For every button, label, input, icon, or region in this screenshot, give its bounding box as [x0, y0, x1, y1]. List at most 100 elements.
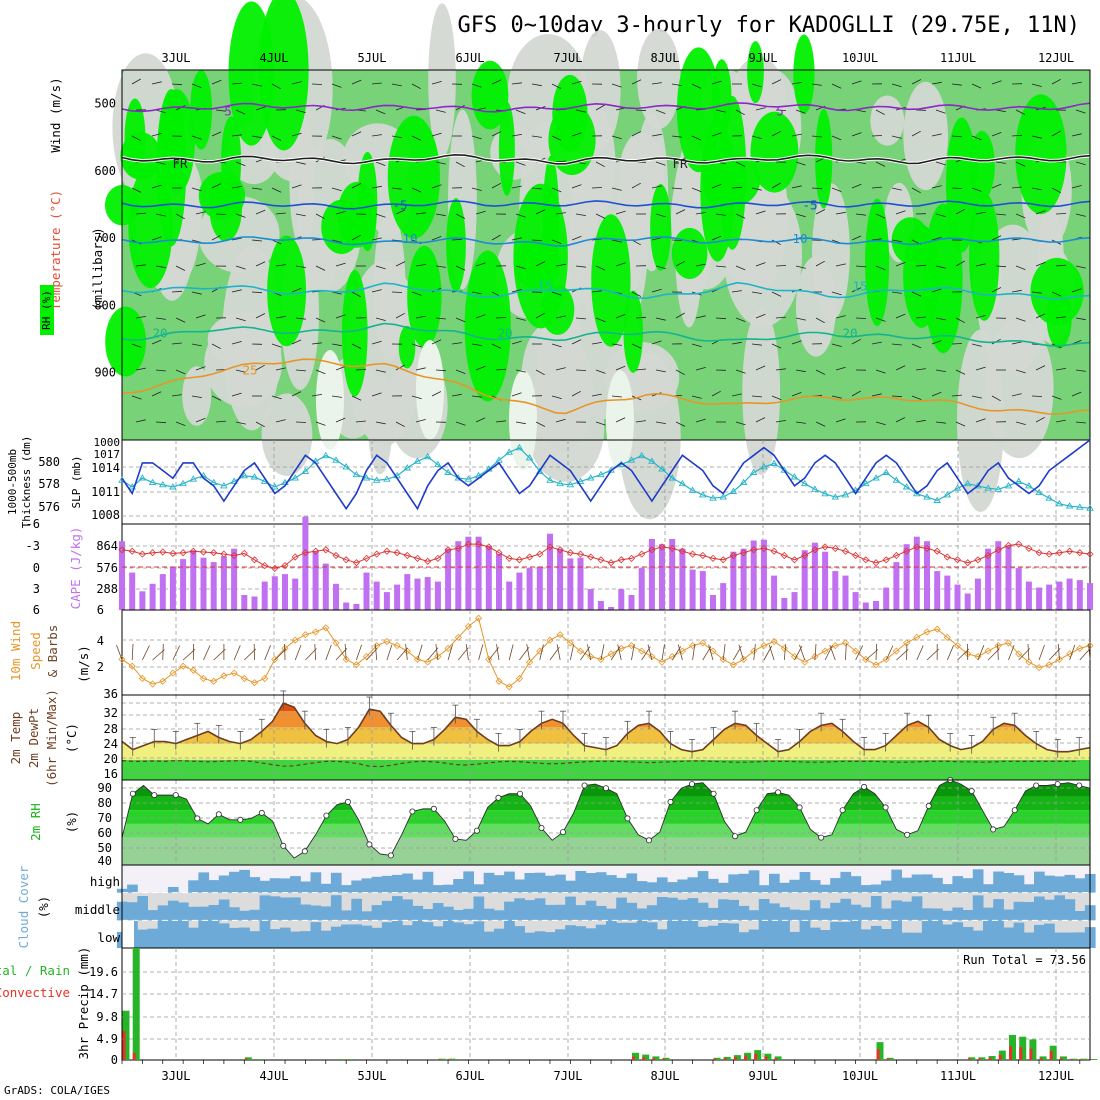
wind-barb [511, 340, 522, 345]
wind-barb [871, 393, 882, 397]
precip-frame [121, 947, 1091, 1061]
cape-bar [414, 578, 421, 610]
precip-total-bar [1019, 1036, 1027, 1060]
wind-barb [455, 213, 466, 219]
wind-barb [631, 644, 635, 661]
wind-barb [435, 644, 439, 661]
rh-marker [151, 792, 158, 799]
lifted-index-line [121, 543, 1091, 569]
wind-barb [751, 291, 762, 294]
cloud-cell [290, 931, 301, 948]
wind-speed-marker [261, 674, 269, 683]
wind-barb [1015, 213, 1026, 219]
wind-barb [651, 82, 662, 85]
wind-barb [951, 187, 963, 189]
cape-bar [954, 584, 961, 610]
cloud-cell [616, 922, 627, 948]
rh-marker [861, 783, 868, 790]
cloud-cell [636, 920, 648, 948]
wind-barb [815, 421, 826, 427]
cloud-cell [341, 885, 352, 893]
thickness-marker [525, 454, 534, 461]
precip-convective-bar [1090, 1059, 1094, 1060]
wind-barb [751, 187, 762, 191]
wind-barb [711, 132, 722, 137]
wind-barb [751, 343, 762, 346]
rh-marker [646, 837, 653, 844]
wind-barb [251, 291, 263, 294]
wind-barb [735, 317, 746, 322]
cape-bar [220, 556, 227, 610]
wind-barb [431, 236, 442, 241]
rh-moist-area [710, 154, 761, 206]
wind-barb [175, 421, 186, 426]
wind-barb [374, 644, 378, 661]
isotherm-line [121, 322, 1091, 347]
wind-barb [131, 343, 142, 348]
wind-speed-marker [943, 633, 951, 641]
wind-barb [131, 643, 134, 661]
cloud-cell [524, 873, 536, 893]
wind-barb [735, 265, 746, 271]
wind-barb [995, 213, 1006, 216]
wind-barb [931, 236, 942, 241]
wind-speed-marker [760, 642, 768, 650]
lifted-index-marker [495, 549, 503, 557]
wind-barb [431, 184, 442, 189]
cloud-cell [809, 927, 821, 948]
cloud-cell [575, 871, 587, 893]
rh-band [122, 823, 1090, 838]
wind-barb [997, 643, 999, 661]
wind-barb [175, 265, 186, 271]
cloud-cell [820, 884, 831, 893]
lifted-index-marker [1045, 550, 1053, 558]
thickness-marker [179, 479, 187, 487]
wind-barb [539, 644, 544, 661]
cloud-cell [575, 926, 587, 948]
wind-barb [1035, 210, 1046, 215]
wind-barb [975, 366, 986, 371]
wind-barb [535, 261, 546, 267]
wind-barb [155, 265, 166, 269]
cape-bar [1056, 581, 1063, 610]
thickness-tick-label: 578 [38, 477, 60, 491]
wind-barb [855, 213, 866, 216]
lifted-index-marker [1066, 547, 1074, 555]
rh-marker [581, 782, 588, 789]
wind-barb [211, 131, 222, 137]
thickness-marker [994, 485, 1003, 492]
thickness-marker [709, 494, 717, 501]
credit-label: GrADS: COLA/IGES [4, 1084, 110, 1097]
wind-barb [600, 644, 605, 661]
rh-moist-area [341, 269, 368, 397]
wind-barb [551, 135, 562, 141]
cloud-cell [901, 901, 913, 921]
wind-barb [911, 187, 921, 194]
wind-speed-marker [301, 631, 309, 639]
cape-bar [475, 536, 482, 610]
cloud-cell [493, 875, 505, 893]
wind-barb [291, 81, 302, 85]
cloud-cell [229, 927, 240, 948]
wind-barb [692, 644, 696, 661]
wind-barb [351, 183, 362, 189]
wind-barb [895, 313, 906, 319]
wind-barb [211, 234, 221, 241]
wind-barb [335, 417, 346, 423]
wind-barb [871, 341, 882, 345]
wind-barb [595, 161, 605, 168]
cloud-cell [799, 872, 811, 893]
rh-marker [237, 816, 244, 823]
wind-barb [275, 367, 286, 371]
wind-speed-marker [383, 637, 391, 646]
cloud-cell [402, 899, 413, 921]
wind-barb [455, 421, 466, 426]
cape-bar [659, 544, 665, 610]
wind-barb [571, 235, 582, 241]
lifted-index-marker [678, 547, 686, 555]
thickness-marker [444, 468, 452, 475]
rh-marker [366, 841, 373, 848]
wind-barb [1055, 419, 1066, 423]
lifted-index-marker [719, 556, 727, 564]
cloud-cell [983, 907, 994, 921]
